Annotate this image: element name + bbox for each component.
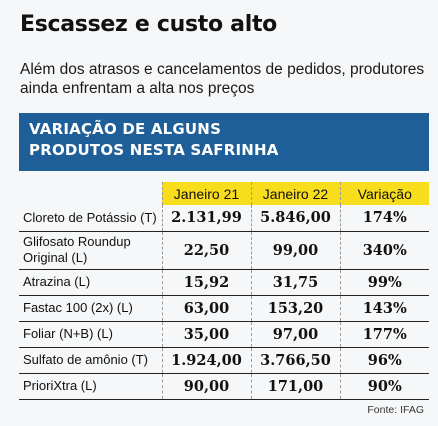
table-row: Foliar (N+B) (L) 35,00 97,00 177% — [19, 321, 429, 348]
table-row: PrioriXtra (L) 90,00 171,00 90% — [19, 373, 429, 400]
price-jan21: 1.924,00 — [162, 347, 252, 374]
product-name: PrioriXtra (L) — [19, 373, 163, 400]
price-jan22: 153,20 — [251, 295, 341, 322]
price-jan21: 90,00 — [162, 373, 252, 400]
price-variation: 99% — [340, 269, 429, 296]
price-variation: 96% — [340, 347, 429, 374]
price-jan21: 35,00 — [162, 321, 252, 348]
table-header-row: Janeiro 21 Janeiro 22 Variação — [19, 182, 429, 205]
price-variation: 174% — [340, 205, 429, 232]
header-jan21: Janeiro 21 — [162, 182, 252, 205]
table-row: Cloreto de Potássio (T) 2.131,99 5.846,0… — [19, 205, 429, 232]
header-variation: Variação — [340, 182, 429, 205]
price-jan22: 5.846,00 — [251, 205, 341, 232]
product-name: Sulfato de amônio (T) — [19, 347, 163, 374]
table-row: Sulfato de amônio (T) 1.924,00 3.766,50 … — [19, 347, 429, 374]
price-jan21: 22,50 — [162, 231, 252, 270]
price-jan22: 97,00 — [251, 321, 341, 348]
price-jan22: 31,75 — [251, 269, 341, 296]
price-jan21: 2.131,99 — [162, 205, 252, 232]
banner-line-2: PRODUTOS NESTA SAFRINHA — [29, 141, 279, 159]
header-product — [19, 182, 163, 205]
table-row: Glifosato Roundup Original (L) 22,50 99,… — [19, 231, 429, 270]
banner-line-1: VARIAÇÃO DE ALGUNS — [29, 120, 222, 138]
table-banner: VARIAÇÃO DE ALGUNS PRODUTOS NESTA SAFRIN… — [19, 113, 429, 171]
price-table: Janeiro 21 Janeiro 22 Variação Cloreto d… — [19, 182, 429, 400]
price-jan21: 63,00 — [162, 295, 252, 322]
table-row: Atrazina (L) 15,92 31,75 99% — [19, 269, 429, 296]
subtitle: Além dos atrasos e cancelamentos de pedi… — [20, 61, 425, 97]
price-jan22: 171,00 — [251, 373, 341, 400]
product-name: Fastac 100 (2x) (L) — [19, 295, 163, 322]
price-variation: 177% — [340, 321, 429, 348]
source-credit: Fonte: IFAG — [367, 404, 424, 416]
price-jan22: 3.766,50 — [251, 347, 341, 374]
price-variation: 90% — [340, 373, 429, 400]
price-jan22: 99,00 — [251, 231, 341, 270]
table-row: Fastac 100 (2x) (L) 63,00 153,20 143% — [19, 295, 429, 322]
page-title: Escassez e custo alto — [20, 12, 277, 37]
price-variation: 143% — [340, 295, 429, 322]
product-name: Cloreto de Potássio (T) — [19, 205, 163, 232]
product-name: Foliar (N+B) (L) — [19, 321, 163, 348]
header-jan22: Janeiro 22 — [251, 182, 341, 205]
product-name: Atrazina (L) — [19, 269, 163, 296]
product-name: Glifosato Roundup Original (L) — [19, 231, 163, 270]
price-jan21: 15,92 — [162, 269, 252, 296]
price-variation: 340% — [340, 231, 429, 270]
